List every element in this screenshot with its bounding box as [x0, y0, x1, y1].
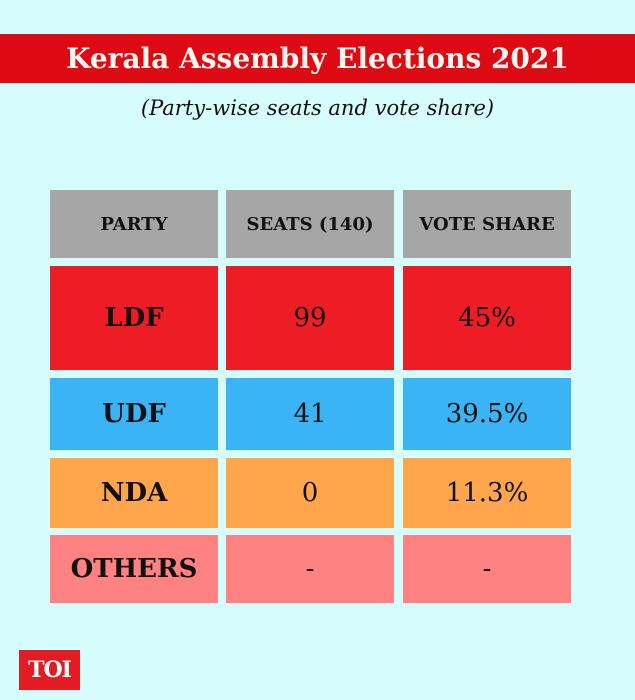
- cell-ldf-party: LDF: [50, 266, 218, 370]
- cell-udf-seats: 41: [226, 378, 394, 450]
- header-seats: SEATS (140): [226, 190, 394, 258]
- subtitle: (Party-wise seats and vote share): [140, 96, 495, 120]
- cell-nda-vote-share: 11.3%: [403, 458, 571, 528]
- page-title: Kerala Assembly Elections 2021: [66, 42, 569, 75]
- header-party: PARTY: [50, 190, 218, 258]
- cell-udf-party: UDF: [50, 378, 218, 450]
- title-bar: Kerala Assembly Elections 2021: [0, 34, 635, 83]
- cell-others-seats: -: [226, 535, 394, 603]
- cell-nda-seats: 0: [226, 458, 394, 528]
- cell-others-vote-share: -: [403, 535, 571, 603]
- cell-ldf-vote-share: 45%: [403, 266, 571, 370]
- cell-ldf-seats: 99: [226, 266, 394, 370]
- cell-udf-vote-share: 39.5%: [403, 378, 571, 450]
- cell-nda-party: NDA: [50, 458, 218, 528]
- cell-others-party: OTHERS: [50, 535, 218, 603]
- toi-logo: TOI: [19, 650, 80, 690]
- header-vote-share: VOTE SHARE: [403, 190, 571, 258]
